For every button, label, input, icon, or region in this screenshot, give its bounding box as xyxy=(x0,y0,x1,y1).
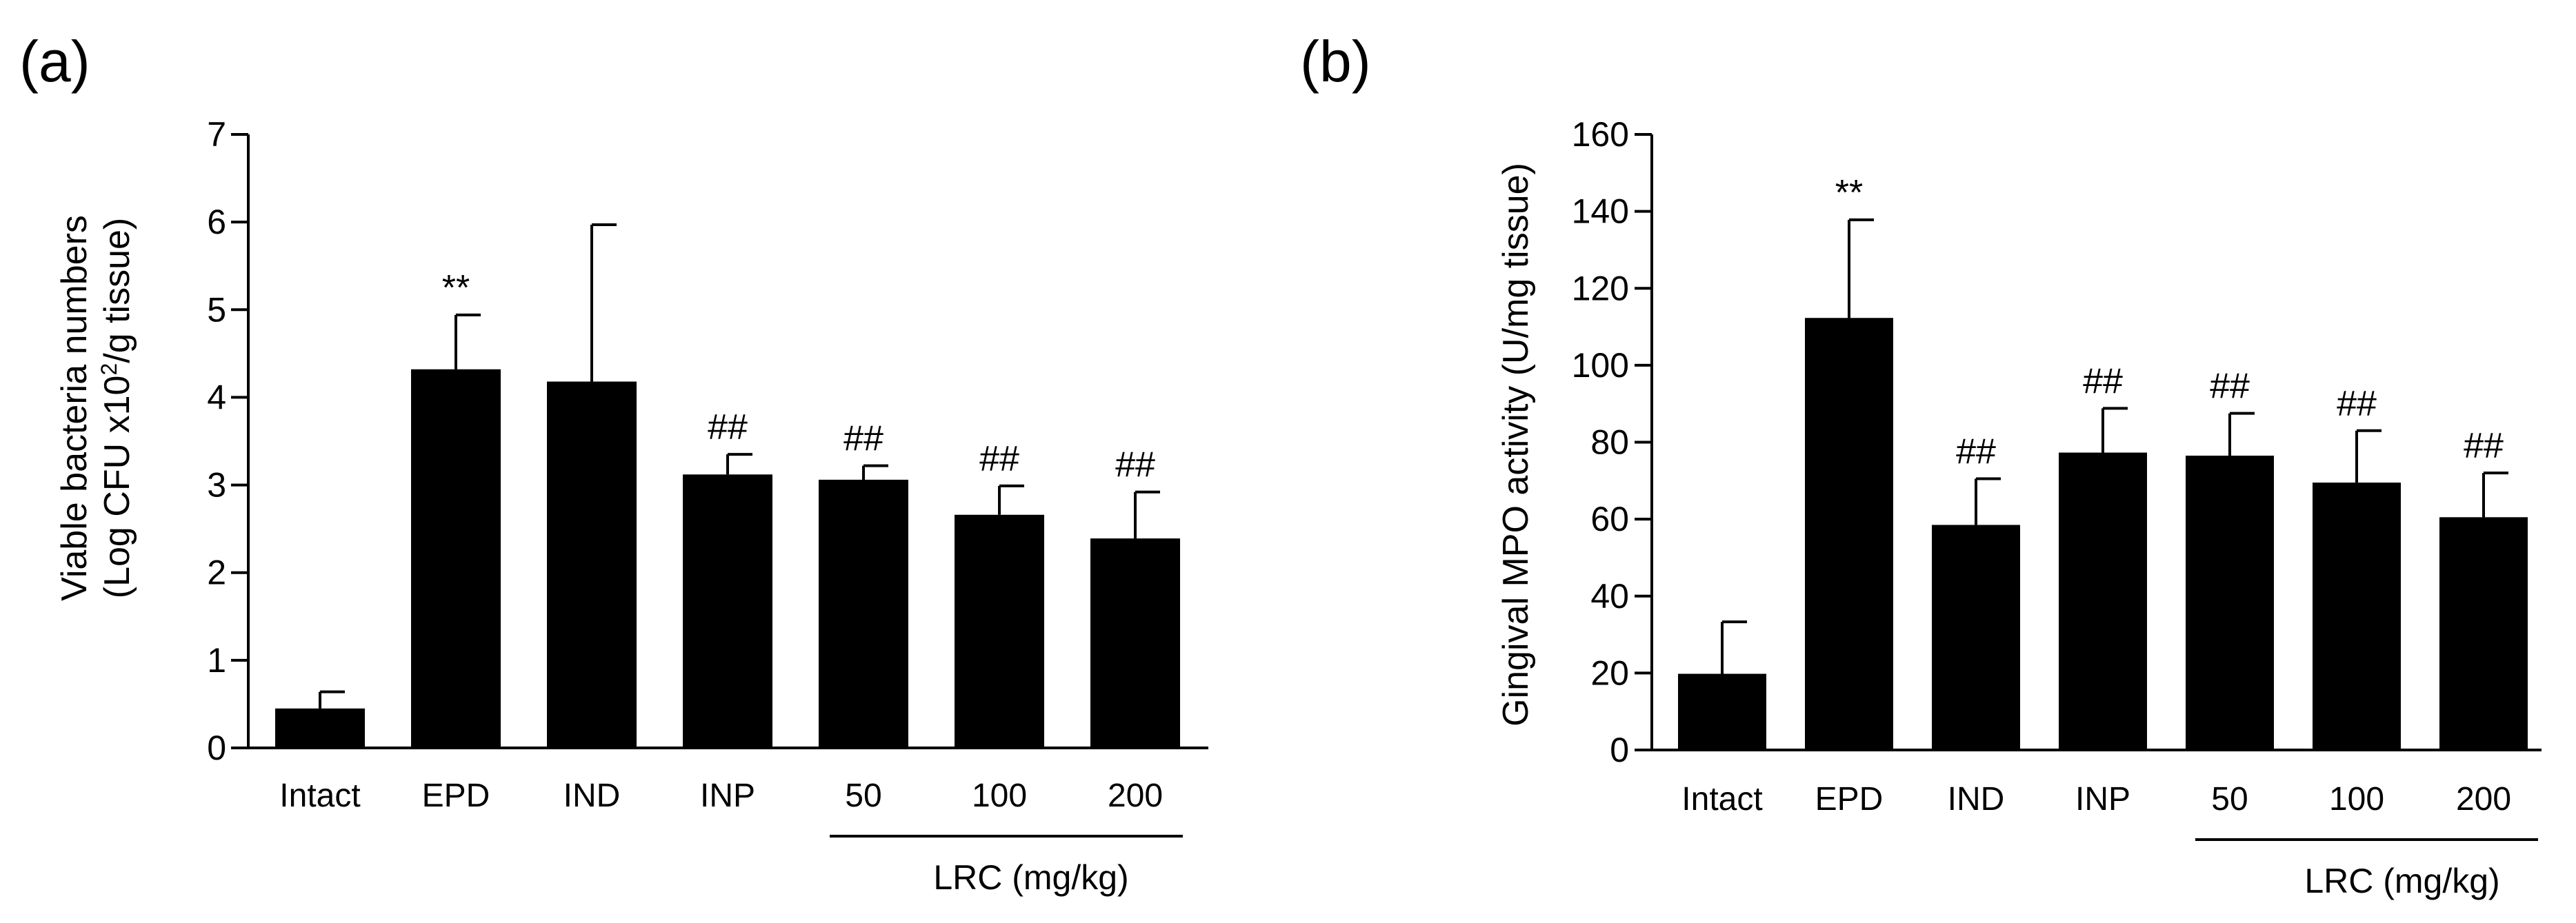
panel-b-group-label: LRC (mg/kg) xyxy=(2304,862,2499,900)
panel-a-group-label: LRC (mg/kg) xyxy=(933,858,1128,897)
panel-a-label: (a) xyxy=(19,29,90,94)
panel-b-significance-inp: ## xyxy=(2083,361,2123,401)
panel-a-category-label: 200 xyxy=(1108,778,1163,814)
panel-a-bar-intact xyxy=(275,708,365,748)
panel-b-y-tick-label: 20 xyxy=(1590,653,1629,692)
panel-b-category-label: 200 xyxy=(2456,781,2511,818)
panel-b-significance-ind: ## xyxy=(1956,432,1996,472)
panel-a-bar-50 xyxy=(819,479,908,748)
panel-a-bar-ind xyxy=(547,381,637,748)
panel-a-significance-50: ## xyxy=(843,419,883,459)
panel-b-y-tick-label: 60 xyxy=(1590,500,1629,538)
panel-a-y-tick-label: 4 xyxy=(207,378,226,416)
panel-b-y-tick-label: 80 xyxy=(1590,423,1629,462)
panel-b-bar-ind xyxy=(1932,525,2020,750)
panel-b-bar-200 xyxy=(2439,517,2528,750)
panel-a-y-tick-label: 7 xyxy=(207,115,226,154)
panel-a-bar-200 xyxy=(1090,538,1180,748)
panel-a-category-label: Intact xyxy=(279,778,360,814)
panel-a-category-label: EPD xyxy=(422,778,490,814)
panel-a-y-tick-label: 1 xyxy=(207,641,226,680)
panel-b-category-label: Intact xyxy=(1681,781,1762,818)
panel-b-bar-inp xyxy=(2059,452,2147,750)
panel-b-y-tick-label: 120 xyxy=(1572,269,1629,307)
panel-b-significance-200: ## xyxy=(2464,426,2504,466)
panel-a-category-label: INP xyxy=(700,778,755,814)
panel-a-significance-200: ## xyxy=(1115,445,1155,485)
panel-a-y-tick-label: 3 xyxy=(207,466,226,505)
panel-b-bar-50 xyxy=(2186,456,2274,750)
panel-a-category-label: 100 xyxy=(972,778,1027,814)
panel-b-y-tick-label: 100 xyxy=(1572,346,1629,385)
panel-a-plot-area: 0 1 2 3 4 5 6 7 Intact ** EPD IND ## INP ## 50 ## 100 ## 20… xyxy=(207,115,1208,897)
panel-b-y-tick-label: 40 xyxy=(1590,577,1629,616)
panel-a-bar-inp xyxy=(683,474,772,748)
panel-a-bar-100 xyxy=(955,514,1044,748)
panel-b-category-label: IND xyxy=(1948,781,2005,818)
panel-a-y-axis-title: Viable bacteria numbers (Log CFU x102/g … xyxy=(54,215,137,601)
panel-b-significance-50: ## xyxy=(2210,367,2250,407)
panel-b-label: (b) xyxy=(1300,29,1371,94)
panel-a-category-label: IND xyxy=(563,778,621,814)
panel-b-category-label: 50 xyxy=(2211,781,2248,818)
panel-b-y-tick-label: 160 xyxy=(1572,115,1629,154)
panel-a-viable-bacteria: (a) Viable bacteria numbers (Log CFU x10… xyxy=(19,29,1208,897)
panel-b-significance-100: ## xyxy=(2337,384,2377,424)
panel-a-significance-inp: ## xyxy=(708,407,748,447)
panel-a-significance-100: ## xyxy=(979,439,1019,479)
panel-b-bar-100 xyxy=(2313,483,2401,750)
panel-a-y-tick-label: 6 xyxy=(207,203,226,241)
panel-b-y-tick-label: 0 xyxy=(1610,731,1629,769)
panel-a-y-tick-label: 0 xyxy=(207,729,226,767)
panel-a-category-label: 50 xyxy=(845,778,881,814)
panel-b-category-label: 100 xyxy=(2329,781,2384,818)
panel-a-y-axis-title-line2: (Log CFU x102/g tissue) xyxy=(97,218,137,598)
panel-b-y-tick-label: 140 xyxy=(1572,192,1629,231)
panel-b-y-axis-title-text: Gingival MPO activity (U/mg tissue) xyxy=(1496,163,1536,727)
panel-b-bar-epd xyxy=(1805,318,1893,751)
panel-b-bar-intact xyxy=(1678,673,1766,750)
panel-a-y-tick-label: 2 xyxy=(207,554,226,592)
panel-a-bar-epd xyxy=(411,369,501,748)
panel-b-y-axis-title: Gingival MPO activity (U/mg tissue) xyxy=(1496,163,1536,727)
panel-b-significance-epd: ** xyxy=(1835,173,1863,213)
panel-b-category-label: EPD xyxy=(1815,781,1884,818)
panel-b-mpo-activity: (b) Gingival MPO activity (U/mg tissue) … xyxy=(1300,29,2542,900)
panel-a-y-axis-title-line1: Viable bacteria numbers xyxy=(54,215,94,601)
panel-b-plot-area: 0 20 40 60 80 100 120 140 160 Intact ** EPD ## IND ## I… xyxy=(1572,115,2542,900)
panel-a-significance-epd: ** xyxy=(442,268,470,308)
panel-a-y-tick-label: 5 xyxy=(207,290,226,329)
panel-b-category-label: INP xyxy=(2075,781,2130,818)
